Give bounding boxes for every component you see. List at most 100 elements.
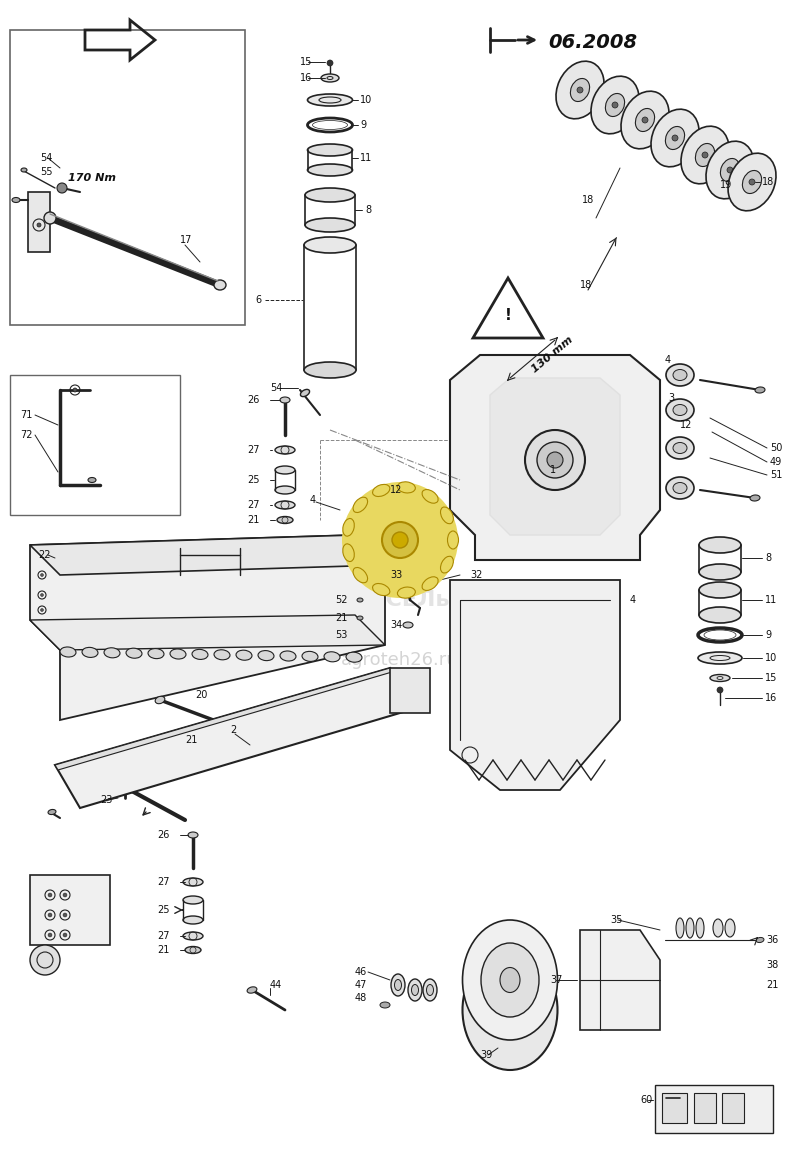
- Ellipse shape: [720, 159, 740, 182]
- Text: 12: 12: [680, 420, 692, 430]
- Ellipse shape: [307, 94, 353, 106]
- Text: 12: 12: [390, 485, 402, 495]
- Ellipse shape: [394, 980, 402, 990]
- Ellipse shape: [699, 563, 741, 580]
- Ellipse shape: [280, 397, 290, 403]
- Text: 130 mm: 130 mm: [530, 336, 575, 375]
- Text: 4: 4: [665, 355, 671, 364]
- Text: 27: 27: [247, 445, 260, 455]
- Text: 25: 25: [247, 476, 260, 485]
- Bar: [10, 375, 180, 515]
- Ellipse shape: [462, 950, 558, 1070]
- Text: 9: 9: [765, 631, 771, 640]
- Ellipse shape: [170, 649, 186, 659]
- Ellipse shape: [666, 437, 694, 459]
- Polygon shape: [450, 580, 620, 790]
- Ellipse shape: [324, 651, 340, 662]
- Circle shape: [525, 430, 585, 491]
- Text: 15: 15: [300, 57, 312, 67]
- Text: 11: 11: [360, 153, 372, 163]
- Text: 4: 4: [630, 595, 636, 605]
- Bar: [722, 1093, 744, 1123]
- Circle shape: [642, 117, 648, 123]
- Ellipse shape: [422, 489, 438, 503]
- Ellipse shape: [695, 143, 714, 167]
- Circle shape: [702, 152, 708, 159]
- Text: 18: 18: [582, 196, 594, 205]
- Ellipse shape: [183, 933, 203, 939]
- Text: 3: 3: [668, 393, 674, 403]
- Text: 26: 26: [158, 830, 170, 840]
- Ellipse shape: [280, 651, 296, 661]
- Ellipse shape: [275, 466, 295, 474]
- Text: 16: 16: [765, 693, 778, 703]
- Text: 37: 37: [550, 975, 562, 985]
- Ellipse shape: [481, 943, 539, 1017]
- Circle shape: [63, 913, 67, 918]
- Bar: [694, 1093, 716, 1123]
- Ellipse shape: [686, 918, 694, 938]
- Text: 26: 26: [248, 395, 260, 405]
- Ellipse shape: [398, 587, 415, 598]
- Bar: [655, 1085, 773, 1133]
- Text: 38: 38: [766, 960, 778, 970]
- Ellipse shape: [304, 237, 356, 253]
- Ellipse shape: [426, 985, 434, 995]
- Circle shape: [48, 933, 52, 937]
- Text: 10: 10: [765, 653, 778, 663]
- Ellipse shape: [750, 495, 760, 501]
- Polygon shape: [55, 668, 392, 771]
- Ellipse shape: [183, 878, 203, 886]
- Ellipse shape: [307, 143, 353, 156]
- Ellipse shape: [713, 919, 723, 937]
- Ellipse shape: [706, 141, 754, 199]
- Text: 23: 23: [100, 795, 112, 805]
- Ellipse shape: [275, 486, 295, 494]
- Ellipse shape: [214, 650, 230, 659]
- Text: 21: 21: [158, 945, 170, 955]
- Ellipse shape: [342, 518, 354, 536]
- Text: 27: 27: [158, 931, 170, 941]
- Circle shape: [612, 102, 618, 108]
- Ellipse shape: [441, 507, 454, 524]
- Ellipse shape: [728, 153, 776, 211]
- Ellipse shape: [403, 622, 413, 628]
- Ellipse shape: [60, 647, 76, 657]
- Text: 21: 21: [766, 980, 778, 990]
- Ellipse shape: [673, 442, 687, 454]
- Ellipse shape: [214, 280, 226, 290]
- Text: 21: 21: [335, 613, 347, 622]
- Polygon shape: [30, 535, 385, 575]
- Circle shape: [57, 183, 67, 193]
- Polygon shape: [580, 930, 660, 1030]
- Ellipse shape: [621, 91, 669, 149]
- Bar: [30, 875, 110, 945]
- Ellipse shape: [635, 109, 654, 132]
- Text: 35: 35: [610, 915, 622, 924]
- Ellipse shape: [666, 477, 694, 499]
- Ellipse shape: [104, 648, 120, 658]
- Text: 32: 32: [470, 570, 482, 580]
- Ellipse shape: [304, 362, 356, 378]
- Ellipse shape: [44, 212, 56, 224]
- Circle shape: [73, 388, 77, 392]
- Ellipse shape: [408, 979, 422, 1001]
- Text: 52: 52: [335, 595, 347, 605]
- Text: 44: 44: [270, 980, 282, 990]
- Ellipse shape: [666, 399, 694, 421]
- Ellipse shape: [373, 485, 390, 496]
- Text: 51: 51: [770, 470, 782, 480]
- Circle shape: [727, 167, 733, 174]
- Bar: [10, 30, 245, 325]
- Circle shape: [537, 442, 573, 478]
- Ellipse shape: [380, 1002, 390, 1008]
- Ellipse shape: [699, 537, 741, 553]
- Text: 9: 9: [360, 120, 366, 130]
- Text: 19: 19: [720, 180, 732, 190]
- Circle shape: [717, 687, 723, 693]
- Circle shape: [63, 933, 67, 937]
- Text: 20: 20: [195, 690, 207, 700]
- Text: 170 Nm: 170 Nm: [68, 174, 116, 183]
- Ellipse shape: [12, 198, 20, 202]
- Text: 60: 60: [640, 1095, 652, 1105]
